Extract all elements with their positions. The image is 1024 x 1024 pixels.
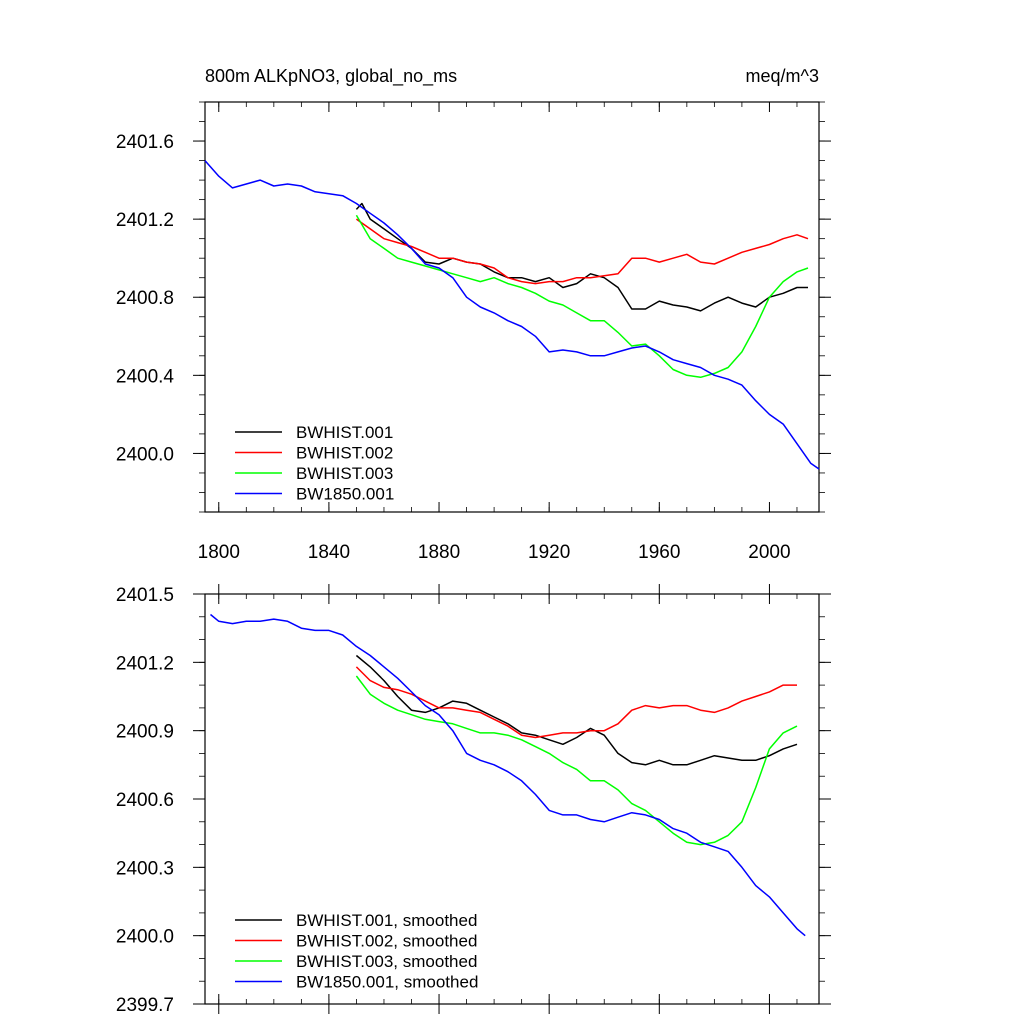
top-title: 800m ALKpNO3, global_no_ms [205,66,457,87]
x-tick-label: 1840 [308,542,350,563]
series-line [355,218,809,285]
y-tick-label: 2401.2 [116,210,174,231]
top-units-label: meq/m^3 [746,66,819,86]
legend-label: BWHIST.001, smoothed [296,911,477,930]
series-line [210,613,806,937]
top-panel: 800m ALKpNO3, global_no_ms meq/m^3 1800 1… [116,66,831,563]
y-tick-label: 2400.0 [116,927,174,948]
top-series-group [204,160,820,470]
series-line [355,675,798,846]
y-tick-label: 2401.2 [116,653,174,674]
bottom-panel: 2399.7 2400.0 2400.3 2400.6 2400.9 2401.2 2401… [116,584,831,1016]
legend-label: BWHIST.001 [296,423,393,442]
bottom-axes: 2399.7 2400.0 2400.3 2400.6 2400.9 2401.2 2401… [116,584,831,1016]
top-axes: 1800 1840 1880 1920 1960 2000 2400.0 2400.4 2400… [116,101,831,563]
top-plot-frame [204,101,820,513]
x-tick-label: 1920 [528,542,570,563]
y-tick-label: 2400.3 [116,858,174,879]
x-tick-label: 1880 [418,542,460,563]
legend-label: BW1850.001, smoothed [296,973,478,992]
x-tick-label: 1800 [198,542,240,563]
bottom-series-group [210,613,806,937]
series-line [355,654,798,766]
y-tick-label: 2400.9 [116,722,174,743]
y-tick-label: 2401.6 [116,132,174,153]
legend-label: BW1850.001 [296,485,394,504]
legend-label: BWHIST.002 [296,444,393,463]
legend-label: BWHIST.003, smoothed [296,952,477,971]
y-tick-label: 2401.5 [116,585,174,606]
bottom-legend: BWHIST.001, smoothed BWHIST.002, smoothed… [235,911,478,992]
series-line [355,666,797,739]
series-line [355,202,808,312]
series-line [204,160,820,470]
legend-label: BWHIST.002, smoothed [296,932,477,951]
y-tick-label: 2400.0 [116,444,174,465]
y-tick-label: 2400.8 [116,288,174,309]
y-tick-label: 2400.6 [116,790,174,811]
series-line [355,214,809,379]
legend-label: BWHIST.003 [296,464,393,483]
x-tick-label: 1960 [638,542,680,563]
x-tick-label: 2000 [748,542,790,563]
y-tick-label: 2400.4 [116,366,175,387]
y-tick-label: 2399.7 [116,995,174,1016]
